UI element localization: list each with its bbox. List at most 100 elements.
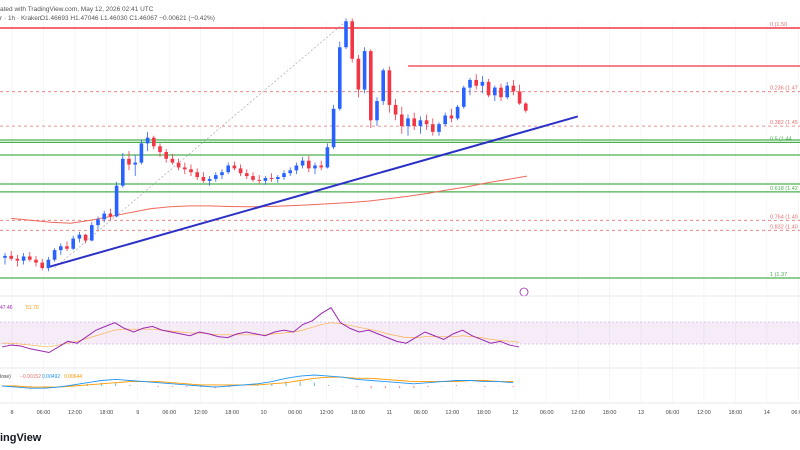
- x-tick-label: 9: [136, 410, 139, 416]
- candle-body: [238, 168, 243, 174]
- candle-body: [145, 137, 150, 144]
- candle-body: [65, 246, 69, 249]
- candle-body: [3, 255, 7, 258]
- candle-body: [121, 158, 125, 186]
- candle-body: [108, 213, 113, 217]
- candle-body: [90, 225, 94, 241]
- macd-histogram-bar: [413, 386, 415, 389]
- published-line: ated with TradingView.com, May 12, 2026 …: [0, 6, 154, 13]
- macd-histogram-bar: [271, 383, 273, 386]
- macd-histogram-bar: [72, 384, 74, 386]
- candle-body: [418, 120, 423, 127]
- candle-body: [77, 234, 82, 239]
- x-tick-label: 06:00: [666, 410, 680, 416]
- candle-body: [517, 91, 522, 104]
- candle-body: [52, 250, 57, 260]
- candle-body: [201, 177, 206, 181]
- x-tick-label: 12:00: [68, 410, 82, 416]
- candle-body: [232, 165, 237, 169]
- macd-histogram-bar: [399, 386, 401, 389]
- fib-level-label: 0.5 (1.44: [770, 136, 792, 142]
- macd-histogram-bar: [299, 381, 301, 386]
- candle-body: [431, 124, 435, 132]
- fib-guide-line: [54, 21, 347, 269]
- candle-body: [59, 246, 63, 251]
- macd-histogram-bar: [186, 386, 188, 388]
- candle-body: [245, 173, 249, 177]
- candle-body: [331, 108, 336, 148]
- candle-body: [176, 162, 181, 168]
- macd-histogram-bar: [171, 386, 173, 388]
- x-tick-label: 18:00: [477, 410, 491, 416]
- fib-level-label: 0.618 (1.42: [770, 186, 798, 192]
- tradingview-logo: ingView: [0, 432, 42, 444]
- candle-body: [369, 51, 373, 121]
- candle-body: [381, 70, 385, 102]
- candle-body: [493, 87, 497, 96]
- chart-header: ated with TradingView.com, May 12, 2026 …: [0, 0, 800, 24]
- candle-body: [71, 238, 75, 249]
- macd-histogram-bar: [328, 384, 330, 386]
- macd-histogram-bar: [384, 386, 386, 389]
- candle-body: [319, 165, 323, 168]
- candle-body: [114, 185, 119, 217]
- macd-histogram-bar: [257, 384, 259, 386]
- candle-body: [46, 259, 51, 268]
- candle-body: [220, 172, 224, 176]
- candle-body: [400, 114, 404, 127]
- macd-histogram-bar: [29, 386, 31, 388]
- replay-icon: [519, 287, 529, 297]
- candle-body: [338, 47, 342, 109]
- candle-body: [164, 152, 168, 159]
- candle-body: [375, 101, 379, 121]
- macd-signal-line: [2, 376, 514, 388]
- candle-body: [127, 158, 131, 165]
- macd-histogram-bar: [370, 386, 372, 389]
- candle-body: [499, 87, 503, 98]
- candle-body: [263, 178, 268, 181]
- x-tick-label: 11: [387, 410, 393, 416]
- macd-value: 0.00644: [64, 374, 82, 380]
- candle-body: [424, 120, 429, 125]
- macd-histogram-bar: [228, 386, 230, 388]
- candle-body: [313, 165, 317, 169]
- candle-body: [251, 176, 255, 180]
- candle-body: [214, 175, 218, 179]
- candle-body: [412, 118, 416, 127]
- x-tick-label: 18:00: [99, 410, 113, 416]
- candle-body: [257, 179, 261, 181]
- x-tick-label: 18:00: [728, 410, 742, 416]
- candle-body: [486, 81, 491, 96]
- fib-level-label: 0.764 (1.40: [770, 214, 798, 220]
- chart-footer: [0, 422, 800, 450]
- x-tick-label: 06:00: [162, 410, 176, 416]
- candle-body: [480, 81, 485, 86]
- macd-histogram-bar: [512, 386, 514, 388]
- macd-line: [1, 374, 514, 389]
- candle-body: [462, 87, 466, 107]
- macd-value: 0.00492: [42, 374, 60, 380]
- fib-level-label: 1 (1.37: [770, 272, 787, 278]
- candle-body: [96, 219, 100, 226]
- candle-body: [83, 234, 88, 241]
- rsi-value: 47.46: [0, 305, 13, 311]
- candle-body: [455, 106, 460, 119]
- candle-body: [437, 124, 441, 132]
- candle-body: [15, 258, 20, 261]
- candle-body: [505, 85, 509, 98]
- candle-body: [307, 160, 311, 169]
- x-tick-label: 06:00: [37, 410, 51, 416]
- candle-body: [524, 103, 528, 111]
- candle-body: [28, 256, 32, 260]
- ohlc-readout: O1.46693 H1.47046 L1.46030 C1.46067 −0.0…: [40, 15, 215, 22]
- symbol-line: r · 1h · Kraken: [0, 15, 42, 22]
- macd-histogram-bar: [484, 386, 486, 388]
- candle-body: [356, 58, 361, 90]
- candle-body: [34, 259, 38, 263]
- candle-body: [344, 21, 348, 48]
- candle-body: [362, 51, 367, 90]
- x-tick-label: 18:00: [225, 410, 239, 416]
- candle-body: [269, 178, 274, 179]
- candle-body: [189, 169, 193, 173]
